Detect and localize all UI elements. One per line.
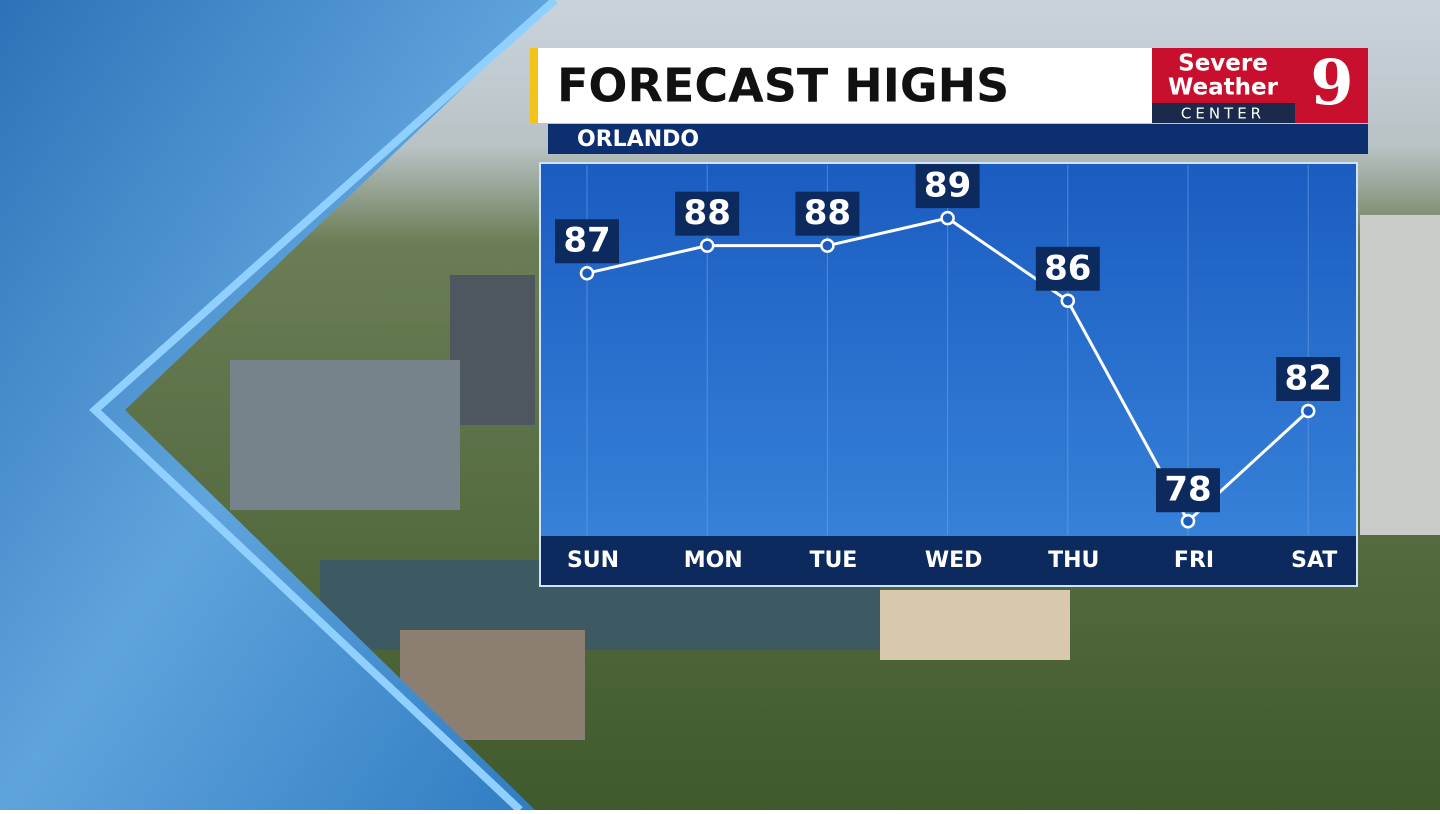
x-tick-label: WED bbox=[925, 548, 983, 573]
x-tick-label: FRI bbox=[1174, 548, 1214, 573]
chart-panel bbox=[539, 162, 1358, 587]
data-label: 88 bbox=[684, 193, 731, 233]
x-tick-label: SUN bbox=[567, 548, 619, 573]
label-box bbox=[795, 191, 860, 236]
point bbox=[699, 238, 715, 253]
building bbox=[230, 360, 460, 510]
point bbox=[940, 210, 955, 226]
panel-edge bbox=[89, 0, 558, 813]
logo-text: CENTER bbox=[1181, 105, 1265, 123]
point bbox=[820, 238, 835, 253]
data-label: 88 bbox=[804, 193, 851, 233]
building bbox=[880, 590, 1070, 660]
label-box bbox=[915, 164, 980, 209]
day-strip bbox=[541, 536, 1356, 585]
subtitle-bar bbox=[548, 124, 1368, 154]
logo-text: Weather bbox=[1168, 75, 1279, 101]
point bbox=[1180, 513, 1196, 529]
point bbox=[579, 265, 595, 281]
x-tick-label: MON bbox=[684, 548, 743, 573]
label-box bbox=[1035, 246, 1100, 291]
data-label: 89 bbox=[924, 166, 971, 206]
data-label: 82 bbox=[1285, 359, 1332, 399]
label-box bbox=[675, 191, 740, 236]
logo-text: Severe bbox=[1178, 51, 1268, 77]
building bbox=[450, 275, 535, 425]
plot: SUN MON TUE WED THU FRI SAT 87 88 88 89 86 78 82 bbox=[555, 164, 1341, 573]
title-bar bbox=[530, 48, 1152, 123]
point bbox=[1060, 293, 1076, 309]
title-accent bbox=[530, 48, 538, 123]
data-label: 87 bbox=[563, 221, 610, 261]
x-tick-label: SAT bbox=[1291, 548, 1337, 573]
label-box bbox=[1276, 357, 1341, 401]
data-label: 78 bbox=[1164, 470, 1211, 510]
label-box bbox=[555, 219, 619, 264]
title: FORECAST HIGHS bbox=[557, 59, 1009, 113]
label-box bbox=[1156, 468, 1220, 513]
x-tick-label: TUE bbox=[809, 548, 857, 573]
x-tick-label: THU bbox=[1048, 548, 1099, 573]
point bbox=[1300, 403, 1316, 419]
subtitle: ORLANDO bbox=[577, 127, 699, 152]
data-label: 86 bbox=[1044, 248, 1091, 288]
logo-number: 9 bbox=[1310, 46, 1353, 119]
left-panel bbox=[0, 0, 555, 810]
logo-strip bbox=[1152, 103, 1295, 123]
building bbox=[1360, 215, 1440, 535]
